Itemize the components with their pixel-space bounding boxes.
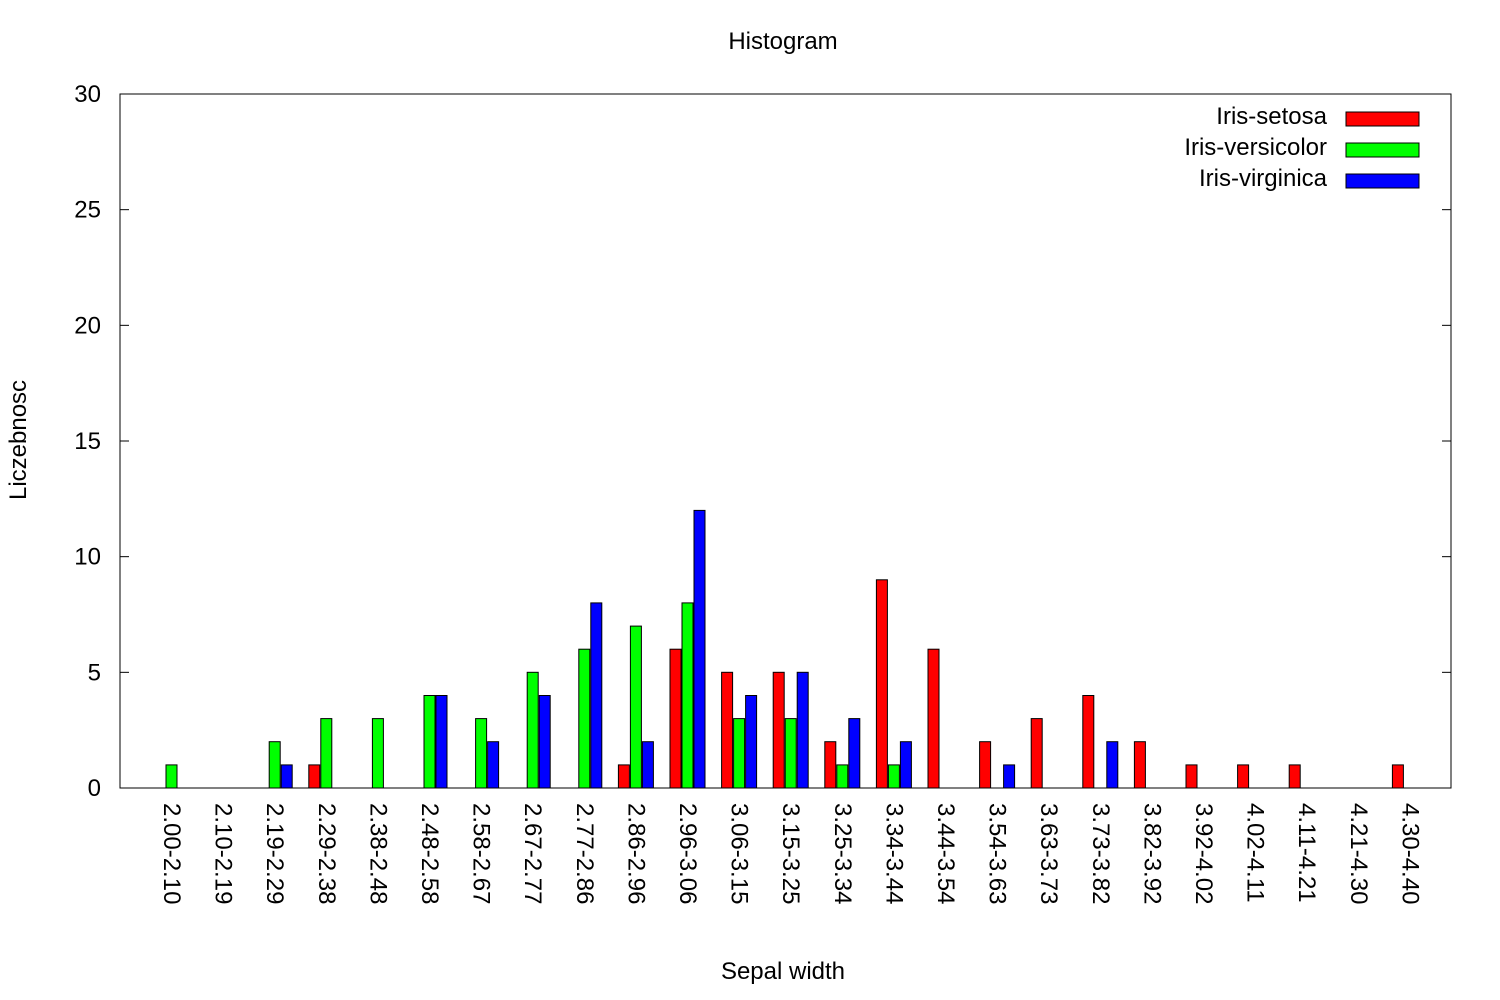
x-tick-label: 3.54-3.63 [984, 803, 1011, 904]
x-tick-label: 2.48-2.58 [416, 803, 443, 904]
bar-iris-setosa-3.44-3.54 [927, 648, 940, 789]
bar-iris-virginica-2.86-2.96 [641, 741, 654, 789]
bars-group [165, 509, 1404, 789]
y-tick-label: 5 [88, 659, 101, 686]
bar-iris-virginica-2.19-2.29 [280, 764, 293, 789]
x-tick-label: 4.11-4.21 [1293, 803, 1320, 903]
bar-iris-virginica-2.96-3.06 [693, 509, 706, 789]
x-tick-label: 3.15-3.25 [777, 803, 804, 904]
bar-iris-virginica-3.73-3.82 [1106, 741, 1119, 789]
legend: Iris-setosa Iris-versicolor Iris-virginica [1184, 103, 1420, 192]
bar-iris-virginica-3.54-3.63 [1003, 764, 1016, 789]
bar-iris-virginica-3.15-3.25 [796, 671, 809, 789]
x-tick-label: 2.38-2.48 [364, 803, 391, 904]
x-tick-label: 2.10-2.19 [210, 803, 237, 904]
legend-swatch [1345, 173, 1420, 189]
x-tick-label: 3.73-3.82 [1087, 803, 1114, 904]
legend-label: Iris-virginica [1199, 165, 1328, 192]
bar-iris-setosa-4.11-4.21 [1288, 764, 1301, 789]
legend-swatch [1345, 142, 1420, 158]
bar-iris-setosa-3.34-3.44 [875, 579, 888, 789]
y-tick-label: 15 [74, 428, 101, 455]
y-axis-label: Liczebnosc [5, 380, 32, 500]
bar-iris-versicolor-2.58-2.67 [475, 718, 488, 789]
y-tick-label: 0 [88, 775, 101, 802]
ticks-group: 0 5 10 15 20 25 30 2.00-2.10 2.10-2.19 2.19-2.29 2… [74, 81, 1451, 904]
bar-iris-virginica-3.06-3.15 [745, 695, 758, 789]
bar-iris-virginica-3.25-3.34 [848, 718, 861, 789]
x-tick-label: 2.29-2.38 [313, 803, 340, 904]
bar-iris-versicolor-2.29-2.38 [320, 718, 333, 789]
x-tick-label: 4.30-4.40 [1396, 803, 1423, 904]
x-tick-label: 2.86-2.96 [622, 803, 649, 904]
x-tick-label: 3.06-3.15 [726, 803, 753, 904]
chart-title: Histogram [728, 28, 837, 55]
bar-iris-versicolor-2.00-2.10 [165, 764, 178, 789]
bar-iris-versicolor-2.38-2.48 [371, 718, 384, 789]
bar-iris-setosa-3.54-3.63 [979, 741, 992, 789]
bar-iris-setosa-3.73-3.82 [1082, 695, 1095, 789]
x-tick-label: 4.02-4.11 [1242, 803, 1269, 903]
legend-label: Iris-setosa [1216, 103, 1327, 130]
legend-label: Iris-versicolor [1184, 134, 1327, 161]
bar-iris-setosa-3.06-3.15 [721, 671, 734, 789]
bar-iris-versicolor-3.15-3.25 [784, 718, 797, 789]
bar-iris-versicolor-2.77-2.86 [578, 648, 591, 789]
x-axis-label: Sepal width [721, 958, 845, 985]
bar-iris-setosa-3.63-3.73 [1030, 718, 1043, 789]
x-tick-label: 2.77-2.86 [571, 803, 598, 904]
legend-swatch [1345, 111, 1420, 127]
bar-iris-versicolor-3.06-3.15 [733, 718, 746, 789]
bar-iris-versicolor-3.25-3.34 [836, 764, 849, 789]
bar-iris-versicolor-2.67-2.77 [526, 671, 539, 789]
bar-iris-setosa-3.82-3.92 [1133, 741, 1146, 789]
plot-frame [119, 93, 1452, 789]
x-tick-label: 2.58-2.67 [468, 803, 495, 904]
y-tick-label: 20 [74, 312, 101, 339]
x-tick-label: 3.63-3.73 [1035, 803, 1062, 904]
y-tick-label: 10 [74, 544, 101, 571]
bar-iris-versicolor-2.48-2.58 [423, 695, 436, 789]
x-tick-label: 4.21-4.30 [1345, 803, 1372, 904]
x-tick-label: 3.82-3.92 [1138, 803, 1165, 904]
x-tick-label: 2.00-2.10 [158, 803, 185, 904]
bar-iris-versicolor-2.19-2.29 [268, 741, 281, 789]
y-tick-label: 25 [74, 197, 101, 224]
bar-iris-versicolor-2.96-3.06 [681, 602, 694, 789]
bar-iris-virginica-2.58-2.67 [487, 741, 500, 789]
x-tick-label: 2.19-2.29 [261, 803, 288, 904]
bar-iris-setosa-2.96-3.06 [669, 648, 682, 789]
bar-iris-setosa-4.30-4.40 [1391, 764, 1404, 789]
bar-iris-setosa-2.86-2.96 [617, 764, 630, 789]
bar-iris-virginica-3.34-3.44 [899, 741, 912, 789]
y-tick-label: 30 [74, 81, 101, 108]
x-tick-label: 3.25-3.34 [829, 803, 856, 904]
bar-iris-setosa-3.15-3.25 [772, 671, 785, 789]
x-tick-label: 3.44-3.54 [932, 803, 959, 904]
bar-iris-setosa-2.29-2.38 [308, 764, 321, 789]
x-tick-label: 2.67-2.77 [519, 803, 546, 904]
bar-iris-setosa-3.25-3.34 [824, 741, 837, 789]
bar-iris-versicolor-2.86-2.96 [629, 625, 642, 789]
x-tick-label: 2.96-3.06 [674, 803, 701, 904]
x-tick-label: 3.34-3.44 [880, 803, 907, 904]
bar-iris-setosa-3.92-4.02 [1185, 764, 1198, 789]
bar-iris-virginica-2.77-2.86 [590, 602, 603, 789]
bar-iris-virginica-2.48-2.58 [435, 695, 448, 789]
bar-iris-versicolor-3.34-3.44 [887, 764, 900, 789]
x-tick-label: 3.92-4.02 [1190, 803, 1217, 904]
bar-iris-virginica-2.67-2.77 [538, 695, 551, 789]
bar-iris-setosa-4.02-4.11 [1237, 764, 1250, 789]
